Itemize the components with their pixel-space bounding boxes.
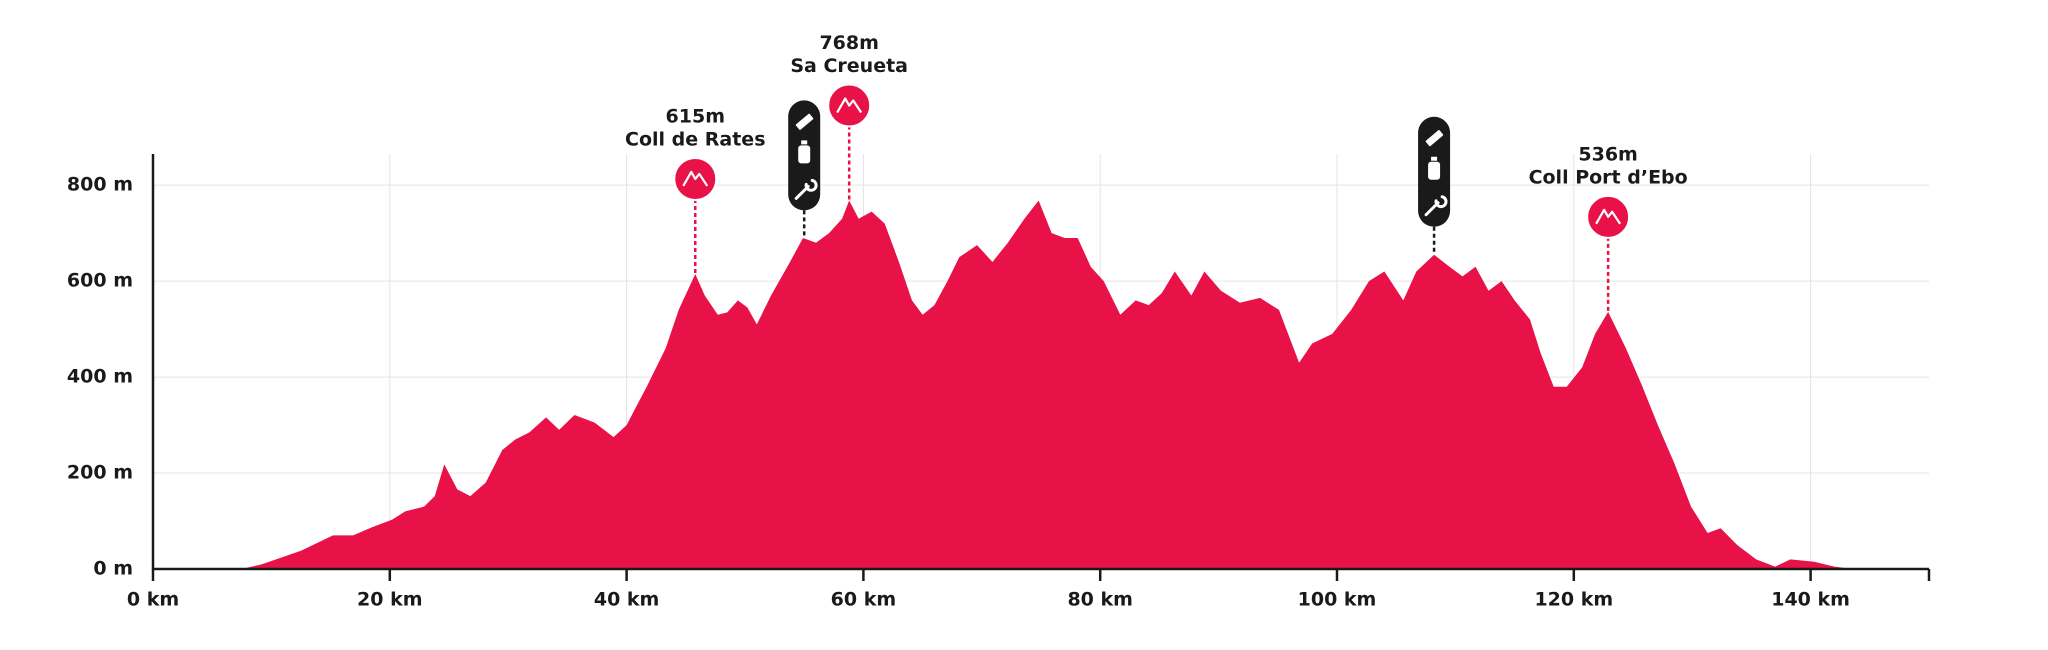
y-tick-label: 0 m xyxy=(93,558,133,580)
peak-name: Coll de Rates xyxy=(625,128,765,150)
peak-name: Sa Creueta xyxy=(790,55,908,77)
y-tick-label: 400 m xyxy=(67,366,133,388)
peak-elevation: 768m xyxy=(819,32,878,54)
peak-elevation: 615m xyxy=(666,105,725,127)
bar-icon xyxy=(1425,130,1444,147)
elevation-area xyxy=(241,200,1854,569)
peak-icon xyxy=(836,97,863,114)
peak-name: Coll Port d’Ebo xyxy=(1529,166,1688,188)
peak-marker xyxy=(827,83,872,201)
bottle-icon xyxy=(1428,161,1441,180)
x-tick-label: 100 km xyxy=(1298,589,1377,611)
peak-marker xyxy=(1586,194,1631,312)
y-tick-label: 200 m xyxy=(67,462,133,484)
aid-station xyxy=(1418,116,1451,253)
bar-icon xyxy=(795,113,814,130)
x-tick-label: 20 km xyxy=(357,589,423,611)
x-tick-label: 60 km xyxy=(831,589,897,611)
peak-icon xyxy=(682,170,709,187)
peak-icon xyxy=(1595,208,1622,225)
bottle-cap xyxy=(801,140,808,145)
x-tick-label: 40 km xyxy=(594,589,660,611)
wrench-icon xyxy=(1424,195,1448,217)
aid-station xyxy=(788,100,821,237)
bottle-cap xyxy=(1431,156,1438,161)
x-tick-label: 80 km xyxy=(1067,589,1133,611)
x-tick-label: 140 km xyxy=(1771,589,1850,611)
x-tick-label: 120 km xyxy=(1534,589,1613,611)
y-tick-label: 600 m xyxy=(67,270,133,292)
peak-elevation: 536m xyxy=(1578,143,1637,165)
y-tick-label: 800 m xyxy=(67,174,133,196)
x-tick-label: 0 km xyxy=(127,589,179,611)
peak-marker xyxy=(673,156,718,274)
bottle-icon xyxy=(798,145,811,164)
wrench-icon xyxy=(794,178,818,200)
